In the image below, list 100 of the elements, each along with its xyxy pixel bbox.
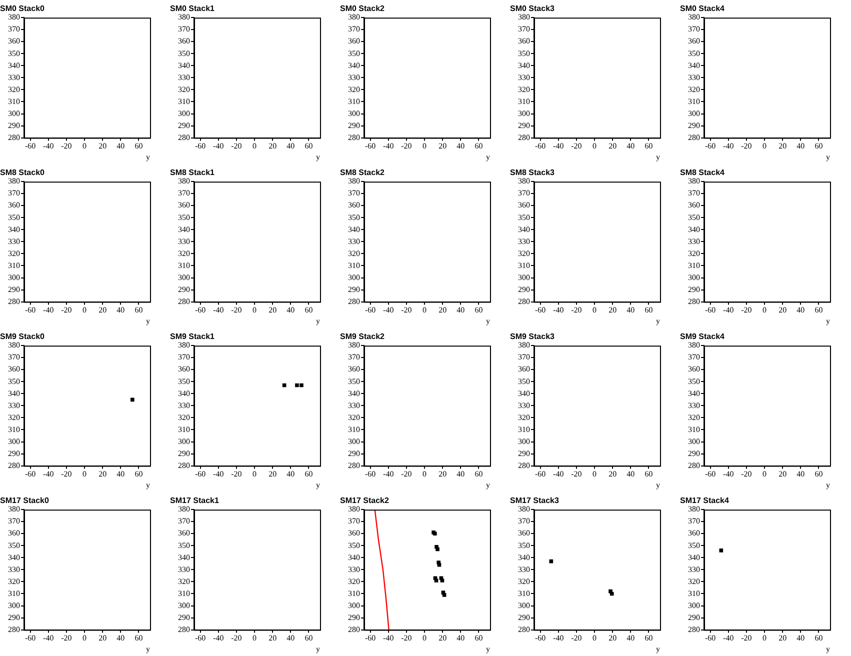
y-tick-label: 320 — [178, 576, 190, 586]
y-tick-label: 360 — [688, 528, 700, 538]
x-tick-label: -60 — [24, 142, 36, 151]
y-tick-label: 380 — [518, 340, 530, 350]
y-tick-label: 330 — [348, 72, 360, 82]
y-tick-label: 370 — [348, 24, 360, 34]
x-tick-label: -20 — [741, 142, 752, 151]
y-tick-label: 320 — [518, 412, 530, 422]
x-tick-label: -40 — [553, 470, 564, 479]
x-tick-label: 40 — [456, 306, 465, 315]
x-tick-label: 20 — [268, 142, 277, 151]
x-axis-title: y — [146, 480, 150, 490]
x-tick-label: 60 — [644, 470, 653, 479]
x-tick-label: -60 — [704, 142, 716, 151]
x-tick-label: -40 — [553, 306, 564, 315]
y-tick-label: 290 — [348, 120, 360, 130]
y-tick-label: 360 — [8, 200, 20, 210]
chart-title: SM17 Stack4 — [680, 496, 730, 506]
y-tick-label: 330 — [8, 400, 20, 410]
y-tick-label: 290 — [8, 448, 20, 458]
y-tick-label: 290 — [518, 284, 530, 294]
y-tick-label: 320 — [348, 576, 360, 586]
chart-title: SM9 Stack1 — [170, 332, 216, 342]
x-tick-label: -20 — [571, 306, 582, 315]
x-tick-label: 20 — [268, 306, 277, 315]
y-tick-label: 330 — [178, 564, 190, 574]
x-axis-title: y — [316, 316, 320, 326]
x-tick-label: -40 — [383, 142, 394, 151]
x-tick-label: -20 — [61, 634, 72, 643]
y-tick-label: 350 — [348, 212, 360, 222]
x-tick-label: 0 — [252, 470, 257, 479]
y-tick-label: 300 — [8, 272, 20, 282]
x-axis-title: y — [486, 152, 490, 162]
y-tick-label: 330 — [348, 564, 360, 574]
y-tick-label: 310 — [178, 96, 190, 106]
x-tick-label: -20 — [231, 142, 242, 151]
y-tick-label: 350 — [518, 212, 530, 222]
y-tick-label: 300 — [688, 436, 700, 446]
y-tick-label: 380 — [178, 504, 190, 514]
x-tick-label: -60 — [704, 470, 716, 479]
chart-title: SM0 Stack3 — [510, 4, 556, 14]
y-tick-label: 370 — [178, 516, 190, 526]
y-tick-label: 280 — [518, 624, 530, 634]
y-tick-label: 370 — [348, 516, 360, 526]
y-tick-label: 370 — [518, 516, 530, 526]
y-tick-label: 370 — [688, 516, 700, 526]
x-tick-label: -40 — [723, 634, 734, 643]
x-tick-label: -60 — [534, 142, 546, 151]
y-tick-label: 380 — [178, 340, 190, 350]
y-tick-label: 350 — [348, 540, 360, 550]
x-axis-title: y — [316, 644, 320, 654]
x-tick-label: 20 — [608, 142, 617, 151]
x-tick-label: 40 — [116, 142, 125, 151]
y-tick-label: 350 — [8, 540, 20, 550]
x-tick-label: -20 — [401, 470, 412, 479]
y-tick-label: 310 — [518, 96, 530, 106]
y-tick-label: 320 — [8, 412, 20, 422]
y-tick-label: 310 — [178, 260, 190, 270]
y-tick-label: 300 — [518, 600, 530, 610]
x-axis-title: y — [656, 644, 660, 654]
y-tick-label: 290 — [518, 120, 530, 130]
x-tick-label: -60 — [534, 306, 546, 315]
y-tick-label: 340 — [348, 60, 360, 70]
y-tick-label: 290 — [178, 448, 190, 458]
y-tick-label: 310 — [8, 424, 20, 434]
chart-title: SM9 Stack3 — [510, 332, 556, 342]
y-tick-label: 290 — [518, 448, 530, 458]
y-tick-label: 360 — [8, 528, 20, 538]
y-tick-label: 360 — [518, 364, 530, 374]
y-tick-label: 320 — [8, 84, 20, 94]
y-tick-label: 340 — [178, 224, 190, 234]
x-tick-label: 0 — [592, 142, 597, 151]
x-tick-label: -40 — [43, 634, 54, 643]
x-tick-label: 0 — [592, 306, 597, 315]
y-tick-label: 360 — [178, 364, 190, 374]
y-tick-label: 290 — [8, 284, 20, 294]
y-tick-label: 290 — [178, 120, 190, 130]
y-tick-label: 300 — [348, 436, 360, 446]
chart-title: SM0 Stack4 — [680, 4, 726, 14]
y-tick-label: 320 — [348, 84, 360, 94]
y-tick-label: 300 — [518, 108, 530, 118]
y-tick-label: 370 — [688, 188, 700, 198]
y-tick-label: 330 — [178, 72, 190, 82]
y-tick-label: 340 — [688, 552, 700, 562]
y-tick-label: 290 — [688, 120, 700, 130]
x-tick-label: 60 — [644, 634, 653, 643]
y-tick-label: 340 — [688, 60, 700, 70]
y-tick-label: 300 — [348, 600, 360, 610]
x-tick-label: 0 — [82, 306, 87, 315]
x-tick-label: -40 — [43, 306, 54, 315]
x-tick-label: -40 — [553, 634, 564, 643]
y-tick-label: 310 — [178, 424, 190, 434]
y-tick-label: 290 — [8, 612, 20, 622]
x-tick-label: -40 — [213, 306, 224, 315]
y-tick-label: 360 — [178, 200, 190, 210]
x-tick-label: -60 — [194, 142, 206, 151]
y-tick-label: 380 — [688, 176, 700, 186]
chart-title: SM8 Stack1 — [170, 168, 216, 178]
y-tick-label: 280 — [8, 296, 20, 306]
chart-title: SM9 Stack4 — [680, 332, 726, 342]
